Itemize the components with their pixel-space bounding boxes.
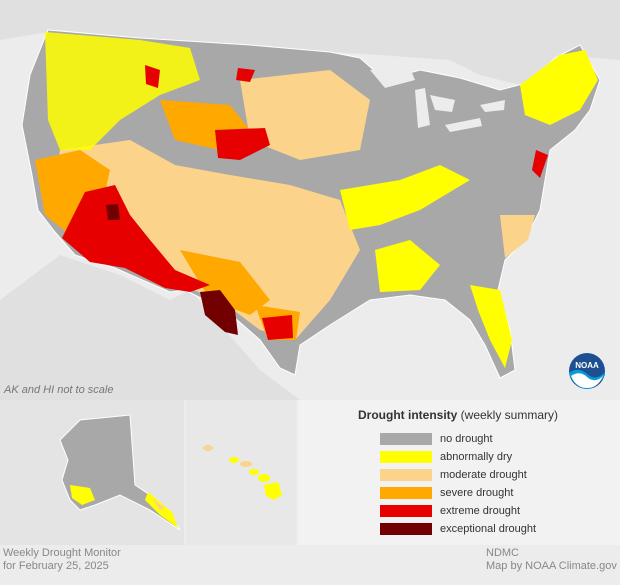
extreme-drought-area	[145, 65, 160, 88]
hawaii-island	[249, 469, 259, 475]
legend-label: no drought	[440, 433, 493, 445]
legend-label: severe drought	[440, 487, 514, 499]
footer-credit: Map by NOAA Climate.gov	[486, 560, 617, 572]
footer-date: for February 25, 2025	[3, 560, 109, 572]
legend-item: no drought	[380, 432, 493, 446]
legend-label: extreme drought	[440, 505, 521, 517]
legend-swatch	[380, 523, 432, 535]
extreme-drought-area	[262, 315, 293, 340]
hawaii-map	[186, 400, 296, 545]
moderate-drought-area	[240, 70, 370, 160]
legend-item: moderate drought	[380, 468, 527, 482]
alaska-inset	[0, 400, 184, 545]
hawaii-island	[229, 457, 239, 463]
legend-swatch	[380, 469, 432, 481]
great-lakes	[370, 68, 505, 132]
scale-note: AK and HI not to scale	[4, 384, 114, 396]
legend-swatch	[380, 505, 432, 517]
legend-swatch	[380, 451, 432, 463]
extreme-drought-area	[215, 128, 270, 160]
mexico-land	[0, 255, 300, 400]
abnormally-dry-area	[45, 32, 200, 150]
noaa-logo-text: NOAA	[575, 361, 599, 370]
alaska-map	[0, 400, 184, 545]
extreme-drought-area	[236, 68, 255, 82]
legend-label: exceptional drought	[440, 523, 537, 535]
legend-item: abnormally dry	[380, 450, 512, 464]
legend-title: Drought intensity (weekly summary)	[358, 408, 559, 422]
severe-drought-area	[180, 250, 270, 315]
hawaii-island	[203, 445, 213, 451]
moderate-drought-area	[50, 140, 360, 340]
abnormally-dry-area	[520, 50, 598, 125]
hawaii-island	[258, 474, 270, 482]
footer-left: Weekly Drought Monitor for February 25, …	[3, 547, 121, 573]
footer-right: NDMC Map by NOAA Climate.gov	[486, 547, 617, 573]
moderate-drought-area	[500, 215, 535, 258]
canada-land	[0, 0, 620, 85]
legend-label: abnormally dry	[440, 451, 513, 463]
extreme-drought-area	[532, 150, 548, 178]
abnormally-dry-area	[375, 240, 440, 292]
legend-item: exceptional drought	[380, 522, 536, 536]
extreme-drought-area	[62, 185, 210, 292]
footer-source: NDMC	[486, 547, 519, 559]
hawaii-island	[264, 482, 282, 500]
legend-item: extreme drought	[380, 504, 520, 518]
legend-swatch	[380, 487, 432, 499]
hawaii-inset	[186, 400, 296, 545]
exceptional-drought-area	[106, 204, 120, 220]
legend-label: moderate drought	[440, 469, 527, 481]
noaa-logo: NOAA	[569, 353, 605, 389]
footer-product: Weekly Drought Monitor	[3, 547, 121, 559]
conus-drought-map	[0, 0, 620, 400]
legend-item: severe drought	[380, 486, 513, 500]
abnormally-dry-area	[470, 285, 512, 368]
legend: Drought intensity (weekly summary) no dr…	[298, 400, 620, 545]
legend-swatch	[380, 433, 432, 445]
hawaii-island	[240, 461, 252, 467]
exceptional-drought-area	[200, 290, 238, 335]
abnormally-dry-area	[340, 165, 470, 230]
